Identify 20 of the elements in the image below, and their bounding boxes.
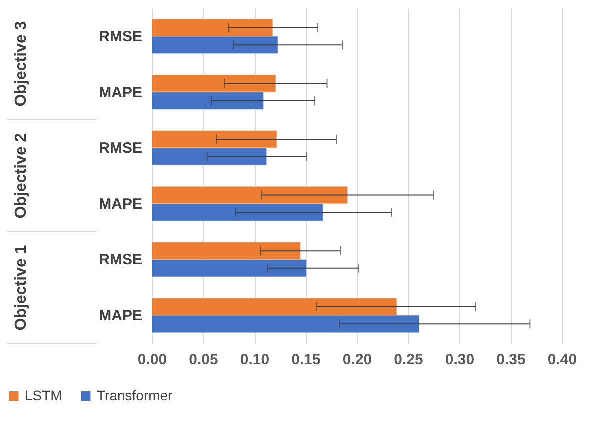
text: Objective 3 [13, 21, 30, 107]
text: Objective 2 [13, 133, 30, 219]
x-tick-label: 0.35 [496, 352, 526, 368]
x-tick-label: 0.15 [292, 352, 321, 368]
y-tick-label: MAPE [99, 84, 142, 102]
y-tick-label: RMSE [99, 28, 142, 46]
x-tick-label: 0.25 [394, 352, 424, 368]
x-tick-label: 0.10 [240, 352, 270, 368]
x-tick-label: 0.00 [138, 352, 168, 368]
y-tick-label: MAPE [99, 196, 142, 213]
x-tick-label: 0.05 [189, 352, 218, 368]
x-tick-label: 0.40 [548, 352, 578, 368]
legend-label: Transformer [97, 387, 174, 404]
y-tick-label: MAPE [99, 308, 142, 325]
x-tick-label: 0.30 [445, 352, 475, 368]
text: Objective 1 [13, 245, 30, 331]
x-tick-label: 0.20 [342, 352, 372, 368]
y-tick-label: RMSE [99, 252, 142, 269]
legend-label: LSTM [25, 387, 62, 404]
y-tick-label: RMSE [99, 140, 142, 158]
